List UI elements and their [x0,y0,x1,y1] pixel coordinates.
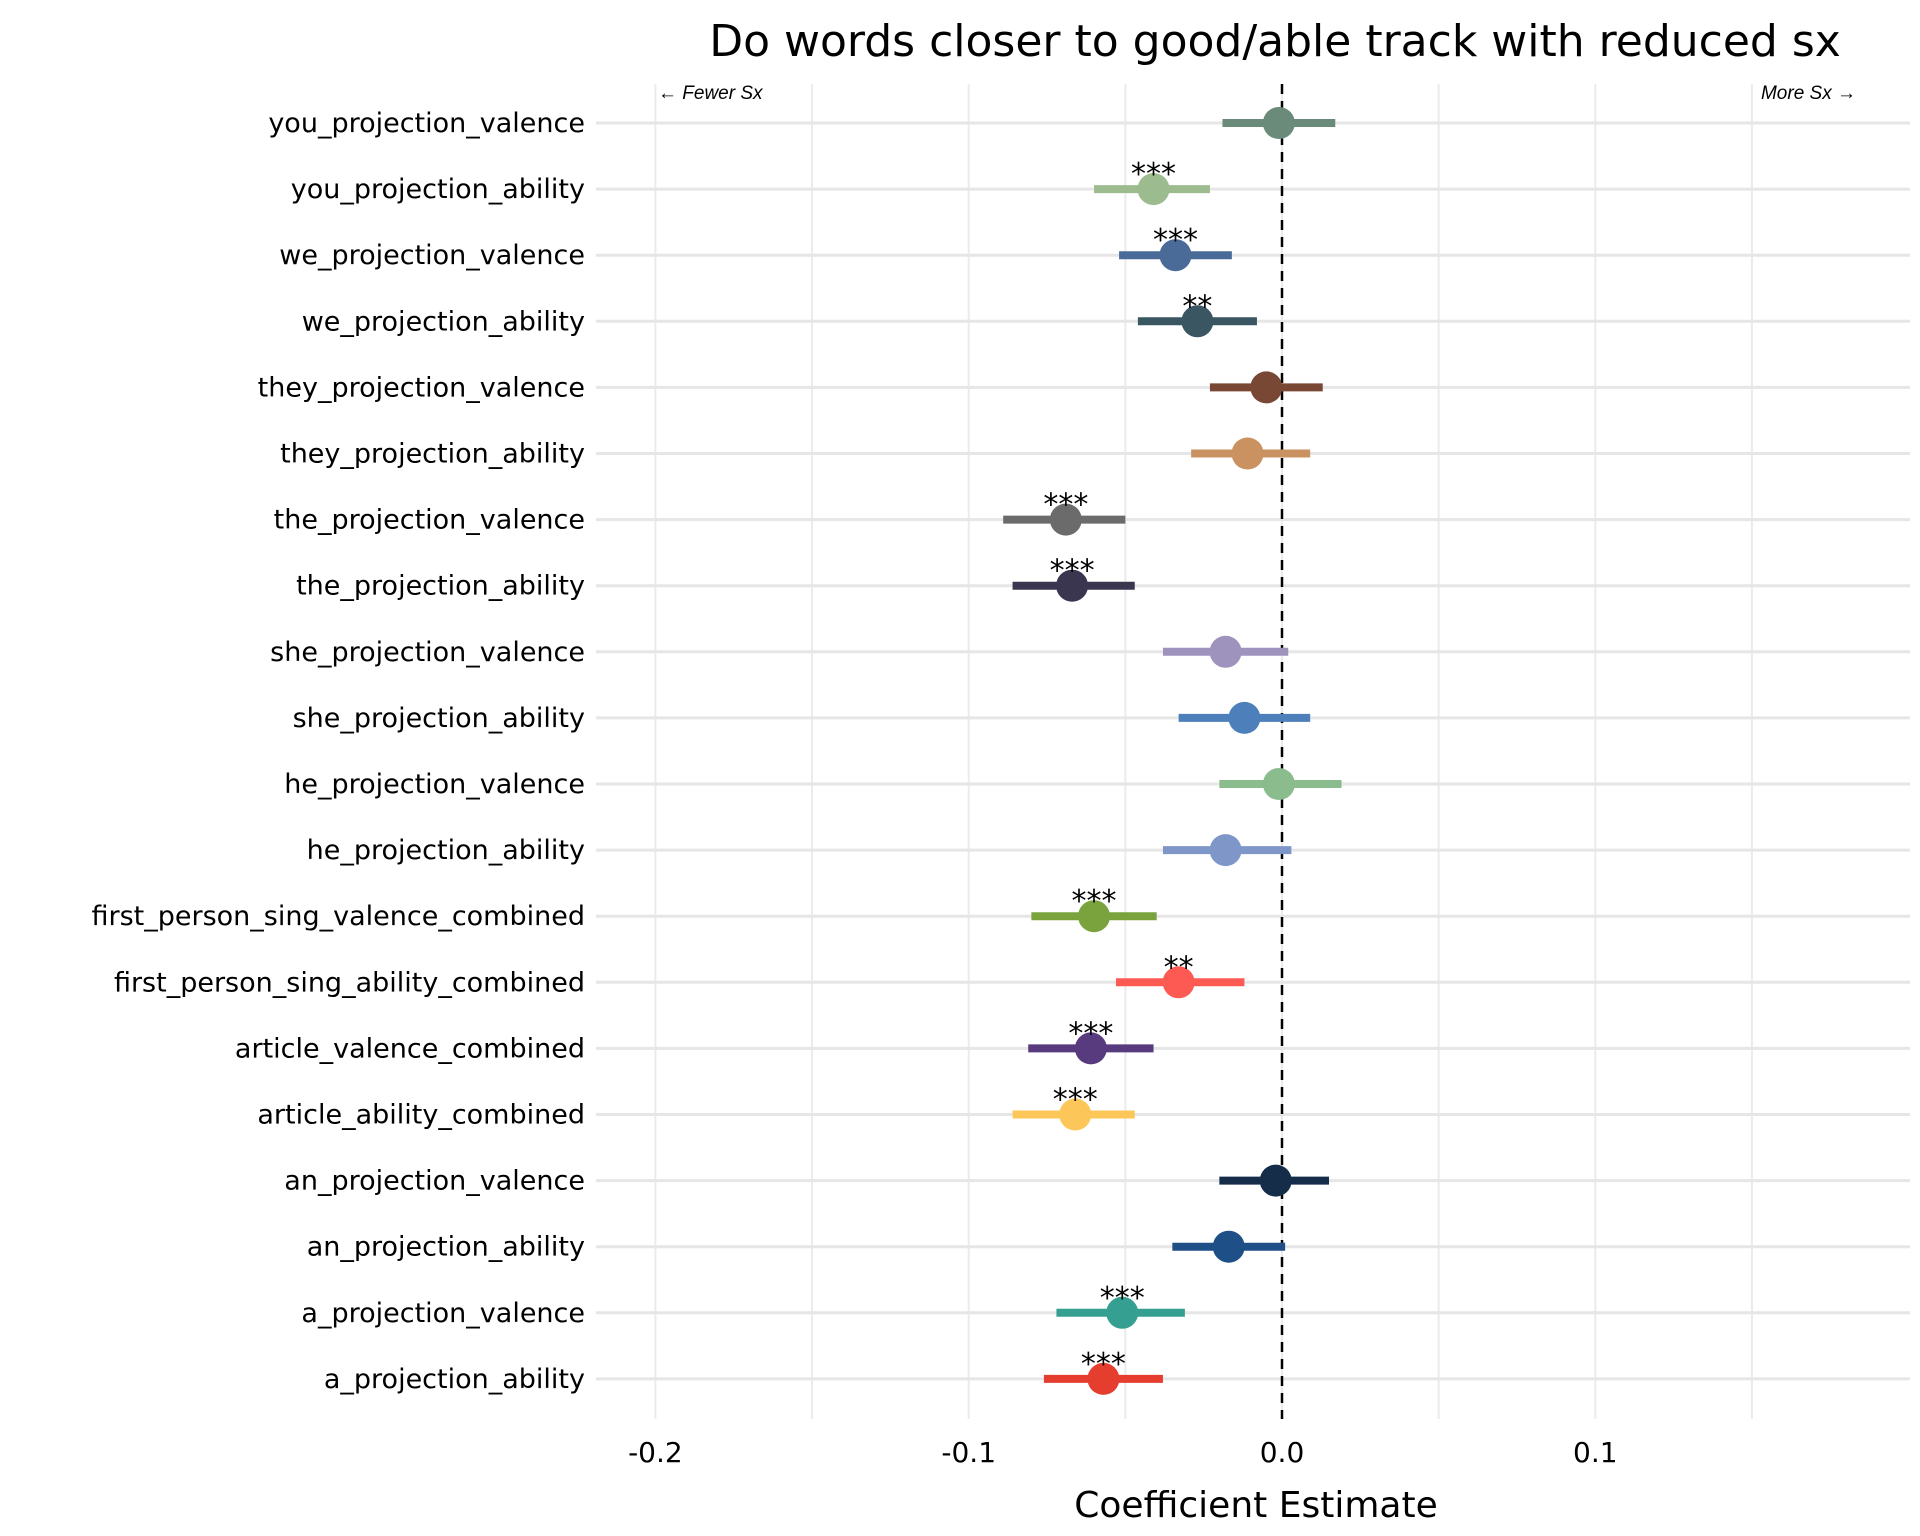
coefficient-row: ** [1115,950,1245,999]
x-tick-label: -0.2 [628,1436,683,1469]
y-axis-label: a_projection_valence [301,1298,585,1329]
y-axis-label: first_person_sing_ability_combined [114,967,585,998]
y-axis-label: you_projection_valence [268,108,585,139]
significance-label: *** [1053,1083,1098,1118]
annotation-more-sx: More Sx → [1761,83,1856,104]
estimate-point [1262,768,1295,800]
significance-label: *** [1100,1281,1145,1316]
significance-label: ** [1182,289,1212,324]
estimate-point [1228,701,1261,734]
coefficient-row [1172,1230,1286,1263]
y-axis-label: she_projection_ability [293,703,585,734]
significance-label: *** [1131,157,1176,192]
x-tick-label: 0.1 [1573,1436,1618,1469]
estimate-point [1159,239,1192,272]
coefficient-row: *** [1056,1281,1185,1329]
estimate-point [1056,569,1089,602]
estimate-point [1087,1362,1120,1395]
coefficient-row [1209,371,1323,404]
coefficient-row: *** [1119,223,1232,272]
coefficient-row: *** [1043,1347,1163,1395]
coefficient-row: *** [1012,1083,1135,1131]
estimate-point [1259,1164,1292,1197]
vertical-gridlines [654,84,1753,1419]
x-axis-ticks: -0.2 -0.1 0.0 0.1 [628,1436,1617,1469]
y-axis-label: the_projection_ability [296,571,585,602]
significance-label: *** [1043,488,1088,523]
estimate-point [1181,305,1214,338]
estimate-point [1049,503,1082,536]
y-axis-label: she_projection_valence [270,637,585,668]
y-axis-label: he_projection_ability [307,835,585,866]
significance-label: *** [1068,1016,1113,1051]
y-axis-label: they_projection_valence [258,372,585,403]
coefficient-row [1219,1164,1329,1197]
estimate-point [1250,371,1283,404]
y-axis-label: the_projection_valence [274,505,585,536]
coefficient-row [1222,107,1336,139]
coefficient-row: *** [1031,884,1157,933]
horizontal-gridlines [596,121,1910,1381]
x-tick-label: -0.1 [941,1436,996,1469]
coefficient-row [1191,437,1311,470]
significance-label: ** [1164,950,1194,985]
y-axis-label: we_projection_valence [279,240,585,271]
x-tick-label: 0.0 [1260,1436,1305,1469]
estimate-point [1059,1098,1092,1131]
y-axis-label: article_ability_combined [257,1100,585,1131]
y-axis-label: an_projection_valence [284,1166,585,1197]
annotation-fewer-sx: ← Fewer Sx [658,83,764,104]
coefficient-row: *** [1012,554,1135,602]
y-axis-labels: you_projection_valence you_projection_abi… [91,108,585,1395]
coefficient-row [1219,768,1342,800]
estimate-point [1209,834,1242,867]
chart-title: Do words closer to good/able track with … [709,16,1841,67]
estimate-point [1162,966,1195,999]
estimate-point [1262,107,1295,139]
estimate-point [1137,173,1170,206]
coefficient-row: ** [1137,289,1257,338]
coefficient-marks: ******************************* [1003,107,1342,1395]
estimate-point [1231,437,1264,470]
estimate-point [1209,635,1242,668]
y-axis-label: he_projection_valence [284,769,585,800]
coefficient-row [1178,701,1311,734]
y-axis-label: article_valence_combined [235,1033,585,1064]
y-axis-label: you_projection_ability [291,174,585,205]
x-axis-label: Coefficient Estimate [1074,1485,1437,1526]
significance-label: *** [1050,554,1095,589]
estimate-point [1074,1032,1107,1065]
coefficient-row: *** [1094,157,1210,206]
y-axis-label: we_projection_ability [302,306,585,337]
y-axis-label: they_projection_ability [280,439,585,470]
estimate-point [1212,1230,1245,1263]
y-axis-label: first_person_sing_valence_combined [91,901,585,932]
coefficient-row: *** [1003,488,1126,536]
estimate-point [1078,900,1111,933]
y-axis-label: a_projection_ability [324,1364,585,1395]
y-axis-label: an_projection_ability [307,1232,585,1263]
estimate-point [1106,1296,1139,1329]
significance-label: *** [1081,1347,1126,1382]
coefficient-row: *** [1028,1016,1154,1065]
coefficient-row [1162,834,1292,867]
coefficient-row [1162,635,1289,668]
significance-label: *** [1153,223,1198,258]
significance-label: *** [1072,884,1117,919]
